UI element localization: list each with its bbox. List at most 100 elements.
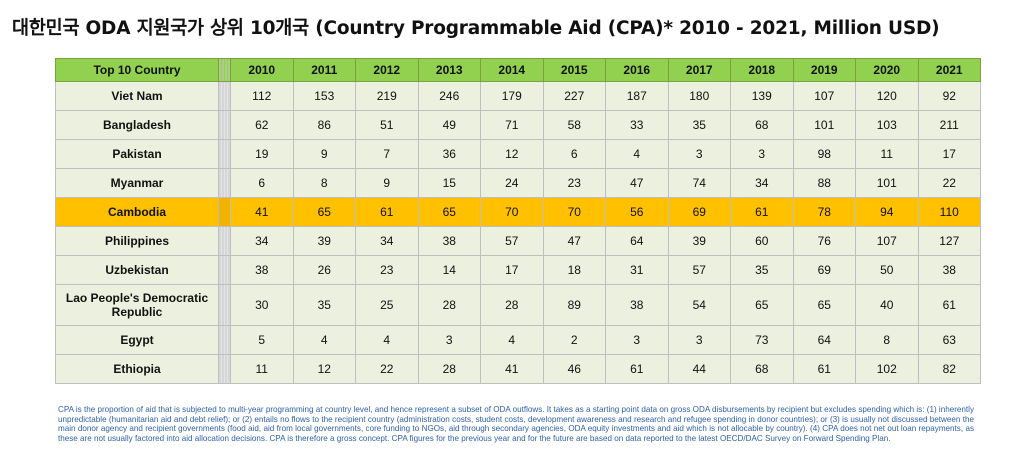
value-cell: 3 bbox=[730, 139, 794, 169]
value-cell: 51 bbox=[355, 110, 419, 140]
table-row: Pakistan 19 9 7 36 12 6 4 3 3 98 11 17 bbox=[55, 139, 981, 169]
value-cell: 78 bbox=[792, 197, 856, 227]
table-row: Philippines 34 39 34 38 57 47 64 39 60 76 107 127 bbox=[55, 226, 981, 256]
value-cell: 73 bbox=[730, 325, 794, 355]
value-cell: 19 bbox=[230, 139, 294, 169]
value-cell: 187 bbox=[605, 81, 669, 111]
value-cell: 4 bbox=[355, 325, 419, 355]
header-year: 2015 bbox=[542, 58, 606, 82]
table-body: Viet Nam 112 153 219 246 179 227 187 180 139 107 12… bbox=[55, 81, 981, 384]
value-cell: 47 bbox=[542, 226, 606, 256]
header-row: Top 10 Country 2010 2011 2012 2013 2014 2015 2… bbox=[55, 58, 981, 82]
value-cell: 15 bbox=[417, 168, 481, 198]
value-cell: 65 bbox=[792, 284, 856, 326]
value-cell: 4 bbox=[605, 139, 669, 169]
header-year: 2021 bbox=[917, 58, 981, 82]
row-spacer bbox=[218, 168, 231, 198]
value-cell: 54 bbox=[667, 284, 731, 326]
header-year: 2014 bbox=[480, 58, 544, 82]
value-cell: 35 bbox=[730, 255, 794, 285]
value-cell: 107 bbox=[792, 81, 856, 111]
value-cell: 61 bbox=[730, 197, 794, 227]
value-cell: 39 bbox=[667, 226, 731, 256]
value-cell: 28 bbox=[417, 354, 481, 384]
header-country-label: Top 10 Country bbox=[55, 58, 219, 82]
value-cell: 3 bbox=[605, 325, 669, 355]
value-cell: 41 bbox=[230, 197, 294, 227]
value-cell: 24 bbox=[480, 168, 544, 198]
value-cell: 74 bbox=[667, 168, 731, 198]
value-cell: 64 bbox=[605, 226, 669, 256]
value-cell: 39 bbox=[292, 226, 356, 256]
country-name-cell: Philippines bbox=[55, 226, 219, 256]
value-cell: 139 bbox=[730, 81, 794, 111]
value-cell: 88 bbox=[792, 168, 856, 198]
value-cell: 89 bbox=[542, 284, 606, 326]
value-cell: 38 bbox=[417, 226, 481, 256]
value-cell: 227 bbox=[542, 81, 606, 111]
value-cell: 63 bbox=[917, 325, 981, 355]
value-cell: 69 bbox=[792, 255, 856, 285]
table-row: Cambodia 41 65 61 65 70 70 56 69 61 78 94 110 bbox=[55, 197, 981, 227]
header-year: 2010 bbox=[230, 58, 294, 82]
header-year: 2019 bbox=[792, 58, 856, 82]
value-cell: 110 bbox=[917, 197, 981, 227]
value-cell: 94 bbox=[855, 197, 919, 227]
value-cell: 44 bbox=[667, 354, 731, 384]
header-year: 2011 bbox=[292, 58, 356, 82]
table-row: Viet Nam 112 153 219 246 179 227 187 180 139 107 12… bbox=[55, 81, 981, 111]
value-cell: 47 bbox=[605, 168, 669, 198]
value-cell: 101 bbox=[792, 110, 856, 140]
value-cell: 4 bbox=[480, 325, 544, 355]
value-cell: 211 bbox=[917, 110, 981, 140]
country-name-cell: Ethiopia bbox=[55, 354, 219, 384]
value-cell: 2 bbox=[542, 325, 606, 355]
value-cell: 23 bbox=[355, 255, 419, 285]
value-cell: 3 bbox=[667, 139, 731, 169]
value-cell: 120 bbox=[855, 81, 919, 111]
header-year: 2016 bbox=[605, 58, 669, 82]
value-cell: 38 bbox=[917, 255, 981, 285]
row-spacer bbox=[218, 325, 231, 355]
country-name-cell: Bangladesh bbox=[55, 110, 219, 140]
value-cell: 8 bbox=[855, 325, 919, 355]
value-cell: 33 bbox=[605, 110, 669, 140]
country-name-cell: Viet Nam bbox=[55, 81, 219, 111]
value-cell: 12 bbox=[480, 139, 544, 169]
value-cell: 5 bbox=[230, 325, 294, 355]
value-cell: 61 bbox=[605, 354, 669, 384]
value-cell: 40 bbox=[855, 284, 919, 326]
value-cell: 28 bbox=[480, 284, 544, 326]
row-spacer bbox=[218, 284, 231, 326]
value-cell: 103 bbox=[855, 110, 919, 140]
value-cell: 61 bbox=[917, 284, 981, 326]
value-cell: 61 bbox=[355, 197, 419, 227]
value-cell: 6 bbox=[230, 168, 294, 198]
value-cell: 34 bbox=[355, 226, 419, 256]
table-row: Ethiopia 11 12 22 28 41 46 61 44 68 61 102 82 bbox=[55, 354, 981, 384]
value-cell: 31 bbox=[605, 255, 669, 285]
value-cell: 70 bbox=[542, 197, 606, 227]
value-cell: 82 bbox=[917, 354, 981, 384]
value-cell: 86 bbox=[292, 110, 356, 140]
value-cell: 35 bbox=[667, 110, 731, 140]
country-name-cell: Uzbekistan bbox=[55, 255, 219, 285]
row-spacer bbox=[218, 255, 231, 285]
table-row: Uzbekistan 38 26 23 14 17 18 31 57 35 69 50 38 bbox=[55, 255, 981, 285]
value-cell: 76 bbox=[792, 226, 856, 256]
value-cell: 4 bbox=[292, 325, 356, 355]
table-header: Top 10 Country 2010 2011 2012 2013 2014 2015 2… bbox=[55, 58, 981, 82]
table-row: Bangladesh 62 86 51 49 71 58 33 35 68 101 103 211 bbox=[55, 110, 981, 140]
value-cell: 12 bbox=[292, 354, 356, 384]
country-name-cell: Myanmar bbox=[55, 168, 219, 198]
value-cell: 56 bbox=[605, 197, 669, 227]
value-cell: 107 bbox=[855, 226, 919, 256]
value-cell: 25 bbox=[355, 284, 419, 326]
country-name-cell: Pakistan bbox=[55, 139, 219, 169]
value-cell: 17 bbox=[917, 139, 981, 169]
value-cell: 61 bbox=[792, 354, 856, 384]
value-cell: 17 bbox=[480, 255, 544, 285]
value-cell: 92 bbox=[917, 81, 981, 111]
value-cell: 34 bbox=[730, 168, 794, 198]
row-spacer bbox=[218, 197, 231, 227]
